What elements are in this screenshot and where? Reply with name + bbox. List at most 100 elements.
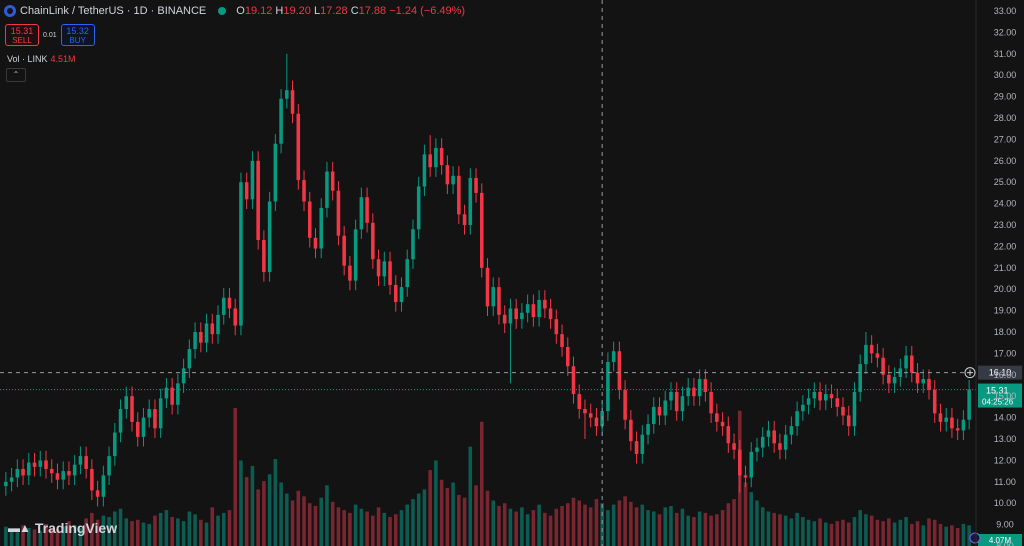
candle-body — [124, 396, 129, 410]
volume-bar — [113, 511, 117, 546]
candle-body — [325, 171, 329, 208]
volume-bar — [812, 521, 817, 546]
volume-bar — [904, 517, 908, 546]
candle-body — [967, 389, 971, 420]
volume-bar — [749, 492, 754, 546]
volume-bar — [55, 529, 60, 546]
volume-bar — [623, 496, 627, 546]
candle-body — [583, 409, 587, 414]
candle-body — [428, 154, 432, 168]
volume-bar — [497, 505, 501, 546]
candle-body — [44, 460, 48, 469]
volume-bar — [531, 510, 536, 546]
candle-body — [806, 398, 811, 405]
lightning-icon[interactable] — [969, 532, 981, 544]
volume-bar — [938, 523, 943, 546]
candle-body — [210, 323, 215, 335]
candle-body — [95, 490, 100, 497]
volume-bar — [829, 523, 834, 546]
candle-body — [663, 400, 668, 416]
volume-bar — [841, 519, 845, 546]
candle-body — [434, 147, 438, 168]
candle-body — [158, 398, 163, 429]
candle-body — [221, 297, 226, 315]
symbol-title[interactable]: ChainLink / TetherUS · 1D · BINANCE — [20, 5, 207, 17]
candle-body — [336, 190, 341, 236]
volume-bar — [588, 507, 593, 546]
y-tick-label: 29.00 — [994, 92, 1017, 102]
candle-body — [382, 261, 387, 277]
candle-body — [353, 229, 358, 281]
candle-body — [348, 265, 352, 281]
volume-bar — [571, 497, 576, 546]
y-tick-label: 20.00 — [994, 284, 1017, 294]
volume-bar — [302, 496, 306, 546]
candle-body — [439, 147, 444, 166]
volume-bar — [846, 522, 851, 546]
candle-body — [766, 430, 771, 437]
volume-bar — [221, 512, 226, 546]
candle-body — [772, 430, 776, 444]
candle-body — [462, 214, 467, 225]
candle-body — [680, 396, 685, 412]
candle-body — [502, 314, 507, 324]
y-tick-label: 33.00 — [994, 6, 1017, 16]
volume-bar — [256, 489, 260, 546]
volume-bar — [806, 519, 811, 546]
volume-bar — [967, 525, 971, 546]
volume-bar — [416, 493, 421, 546]
volume-bar — [15, 532, 20, 546]
candle-body — [474, 177, 478, 193]
volume-bar — [611, 504, 616, 546]
candle-body — [674, 391, 679, 412]
volume-bar — [353, 504, 358, 546]
volume-histogram — [4, 408, 971, 546]
candle-body — [181, 368, 186, 384]
volume-bar — [697, 511, 702, 546]
candle-body — [915, 372, 920, 384]
candle-body — [176, 383, 180, 405]
y-tick-label: 11.00 — [994, 477, 1016, 487]
volume-bar — [457, 494, 461, 546]
volume-bar — [565, 503, 570, 546]
y-tick-label: 23.00 — [994, 220, 1017, 230]
candle-body — [709, 391, 713, 414]
candle-body — [359, 197, 364, 230]
volume-bar — [307, 503, 312, 546]
candle-body — [606, 361, 610, 412]
y-tick-label: 24.00 — [994, 199, 1017, 209]
candle-body — [141, 417, 146, 437]
volume-bar — [267, 474, 272, 546]
volume-last-tag — [978, 534, 1022, 546]
buy-button[interactable]: 15.32 BUY — [60, 24, 95, 46]
candle-body — [90, 468, 94, 491]
candle-body — [371, 222, 375, 260]
candle-body — [944, 417, 948, 422]
candle-body — [113, 432, 117, 457]
volume-bar — [789, 518, 794, 546]
candle-body — [795, 411, 799, 427]
y-tick-label: 8.00 — [996, 541, 1014, 546]
volume-bar — [130, 521, 134, 546]
volume-bar — [881, 521, 885, 546]
chevron-up-icon[interactable]: ⌃ — [6, 68, 26, 82]
candle-body — [543, 299, 547, 309]
volume-bar — [84, 518, 88, 546]
candle-body — [554, 319, 559, 335]
volume-bar — [411, 499, 415, 546]
candle-body — [864, 344, 868, 365]
candle-body — [365, 197, 369, 223]
sell-button[interactable]: 15.31 SELL — [5, 24, 39, 46]
candle-body — [938, 413, 943, 422]
y-tick-label: 27.00 — [994, 134, 1017, 144]
volume-bar — [21, 525, 25, 546]
candle-body — [250, 160, 255, 200]
volume-bar — [359, 508, 364, 546]
volume-bar — [887, 518, 891, 546]
candle-body — [887, 374, 891, 384]
candle-body — [881, 357, 885, 375]
volume-bar — [657, 514, 662, 546]
volume-bar — [141, 522, 146, 546]
candle-body — [858, 364, 862, 392]
